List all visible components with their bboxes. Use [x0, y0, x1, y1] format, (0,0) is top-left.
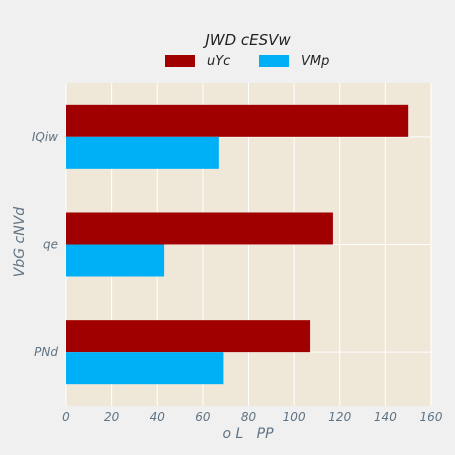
bar-uYc-qe	[66, 212, 333, 245]
bar-VMp-PNd	[66, 352, 224, 385]
legend-swatch-VMp	[259, 55, 289, 67]
legend-label-uYc: uYc	[207, 54, 230, 69]
bar-uYc-IQiw	[66, 104, 409, 137]
bars	[66, 104, 409, 385]
x-axis-label: o L PP	[222, 426, 274, 442]
y-axis-label: VbG cNVd	[12, 207, 28, 278]
x-tick-labels: 0 20 40 60 80 100 120 140 160	[62, 410, 443, 424]
legend-label-VMp: VMp	[301, 54, 329, 69]
x-tick-label: 20	[104, 410, 120, 424]
legend-swatch-uYc	[165, 55, 195, 67]
y-tick-label: IQiw	[32, 130, 58, 144]
x-tick-label: 120	[328, 410, 351, 424]
y-tick-label: PNd	[34, 345, 58, 359]
legend-title: JWD cESVw	[202, 31, 291, 49]
bar-uYc-PNd	[66, 320, 311, 353]
bar-VMp-IQiw	[66, 136, 219, 169]
x-tick-label: 160	[420, 410, 443, 424]
x-tick-label: 60	[195, 410, 211, 424]
x-tick-label: 140	[374, 410, 397, 424]
x-tick-label: 0	[62, 410, 70, 424]
x-tick-label: 100	[283, 410, 306, 424]
y-tick-labels: IQiw qe PNd	[32, 130, 59, 359]
legend: uYc VMp	[165, 54, 329, 69]
x-tick-label: 40	[150, 410, 166, 424]
y-tick-label: qe	[43, 238, 58, 252]
bar-VMp-qe	[66, 244, 165, 277]
x-tick-label: 80	[241, 410, 257, 424]
